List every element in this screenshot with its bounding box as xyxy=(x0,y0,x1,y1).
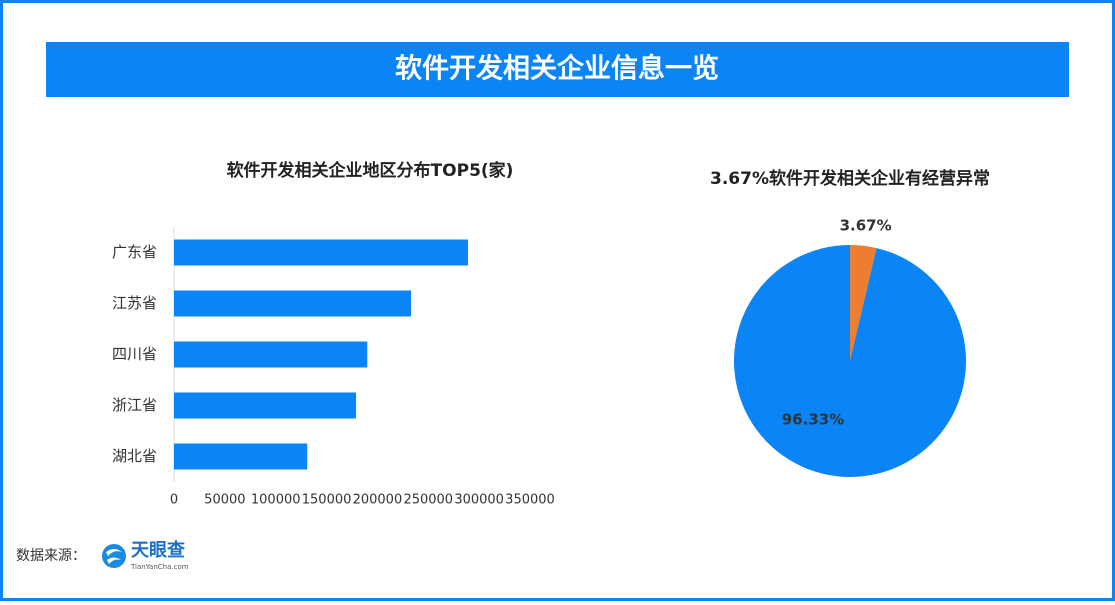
y-tick-label: 浙江省 xyxy=(112,396,157,414)
page-title: 软件开发相关企业信息一览 xyxy=(395,53,719,85)
data-label: 3.67% xyxy=(840,216,892,234)
y-tick-label: 广东省 xyxy=(112,243,157,261)
logo-icon xyxy=(102,544,126,568)
x-tick-label: 350000 xyxy=(505,493,555,508)
logo-icon-wave xyxy=(106,549,122,556)
chart-title: 3.67%软件开发相关企业有经营异常 xyxy=(710,168,990,189)
logo-site: TianYanCha.com xyxy=(130,563,189,571)
x-tick-label: 300000 xyxy=(454,493,504,508)
bar xyxy=(174,341,368,368)
bar xyxy=(174,290,411,317)
pie-slice xyxy=(850,245,877,361)
y-tick-label: 四川省 xyxy=(112,345,157,363)
data-label: 96.33% xyxy=(782,411,844,429)
x-tick-label: 250000 xyxy=(403,493,453,508)
bar xyxy=(174,392,357,419)
logo-icon-wave xyxy=(107,557,121,564)
y-tick-label: 江苏省 xyxy=(112,294,157,312)
source-label: 数据来源： xyxy=(16,548,86,564)
x-tick-label: 100000 xyxy=(251,493,301,508)
logo-text: 天眼查 xyxy=(131,539,185,561)
bar xyxy=(174,443,308,470)
x-tick-label: 0 xyxy=(170,493,178,508)
chart-title: 软件开发相关企业地区分布TOP5(家) xyxy=(227,160,514,181)
x-tick-label: 150000 xyxy=(302,493,352,508)
header-bar xyxy=(46,42,1069,97)
pie-slice xyxy=(733,245,967,477)
bar xyxy=(174,239,468,266)
y-tick-label: 湖北省 xyxy=(112,447,157,465)
logo: 天眼查 TianYanCha.com xyxy=(102,539,189,571)
x-tick-label: 200000 xyxy=(353,493,403,508)
x-tick-label: 50000 xyxy=(204,493,245,508)
